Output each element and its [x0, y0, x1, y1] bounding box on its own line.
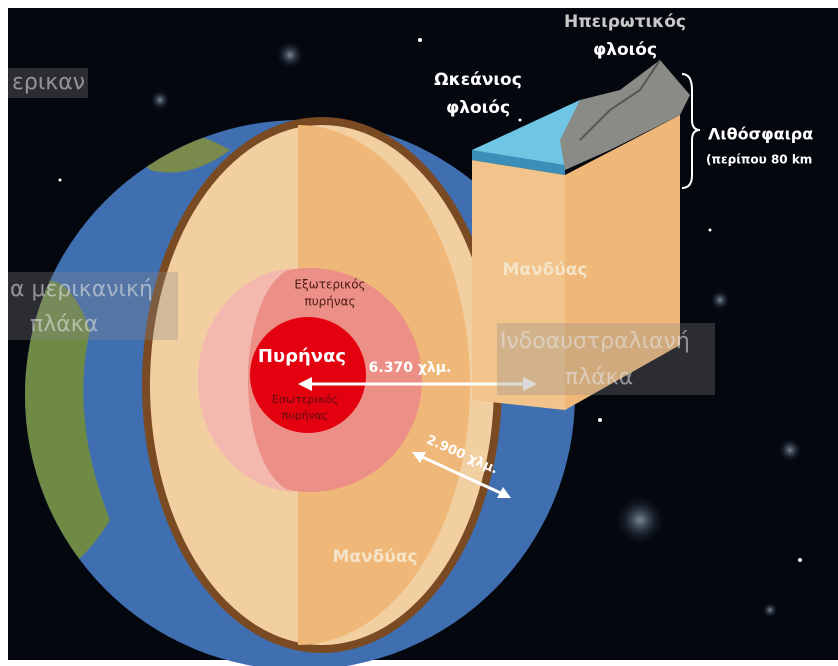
label: Ωκεάνιος [434, 70, 522, 90]
label: πυρήνας [282, 409, 329, 422]
label: Μανδύας [332, 547, 417, 567]
label: πυρήνας [304, 295, 355, 309]
label: 6.370 χλμ. [369, 360, 452, 376]
labels: Ηπειρωτικός φλοιός Ωκεάνιος φλοιός Λιθόσ… [258, 12, 813, 567]
label: φλοιός [446, 98, 510, 118]
overlay-label: πλάκα [30, 312, 98, 337]
brace [681, 73, 701, 189]
label: φλοιός [593, 40, 657, 60]
label: Εσωτερικός [272, 393, 338, 406]
label: Εξωτερικός [294, 278, 365, 292]
arrows [298, 377, 537, 498]
overlays: ερικαν α μερικανική πλάκα Ινδοαυστραλιαν… [8, 68, 715, 395]
overlay-label: α μερικανική [10, 277, 153, 302]
label: (περίπου 80 km [706, 153, 812, 167]
block [472, 59, 690, 410]
label: Πυρήνας [258, 346, 346, 367]
overlay-label: ερικαν [12, 70, 85, 95]
label: Μανδύας [502, 260, 587, 280]
overlay-box [8, 272, 178, 340]
overlay-label: Ινδοαυστραλιανή [500, 329, 690, 354]
inner-core [250, 317, 366, 433]
label: Λιθόσφαιρα [708, 125, 813, 144]
label: Ηπειρωτικός [564, 12, 686, 32]
stars [58, 38, 802, 618]
overlay-box [8, 68, 88, 98]
overlay-box [497, 323, 715, 395]
overlay-label: πλάκα [565, 365, 633, 390]
